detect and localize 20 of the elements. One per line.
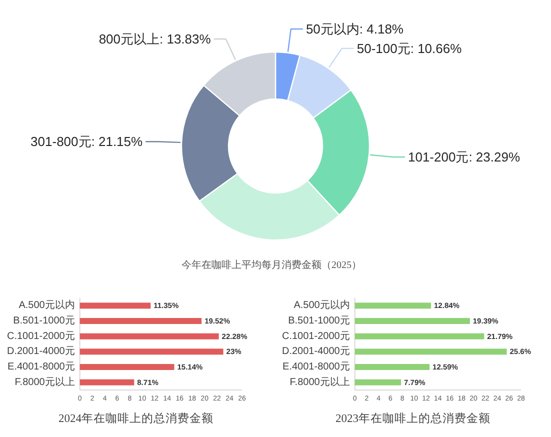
y-tick-label: E.4001-8000元: [282, 362, 350, 372]
title: 2023年在咖啡上的总消费金额: [336, 413, 490, 425]
slice-label: 101-200元: 23.29%: [408, 149, 520, 164]
y-tick-label: D.2001-4000元: [282, 346, 350, 358]
slice-label: 50-100元: 10.66%: [356, 40, 462, 56]
y-tick-label: C.1001-2000元: [7, 330, 75, 342]
slice-label: 800元以上: 13.83%: [98, 31, 212, 46]
y-tick-label: D.2001-4000元: [7, 346, 75, 358]
y-tick-label: B.501-1000元: [13, 316, 75, 326]
y-tick-label: F.8000元以上: [290, 376, 350, 388]
y-tick-label: C.1001-2000元: [282, 330, 350, 342]
y-tick-label: A.500元以内: [294, 299, 350, 312]
y-tick-label: E.4001-8000元: [8, 362, 75, 372]
y-tick-label: B.501-1000元: [288, 316, 350, 326]
slice-label: 301-800元: 21.15%: [30, 134, 144, 150]
title: 今年在咖啡上平均每月消费金额（2025）: [182, 260, 362, 271]
y-tick-label: F.8000元以上: [14, 376, 75, 388]
slice-label: 50元以内: 4.18%: [306, 22, 404, 37]
y-tick-label: A.500元以内: [18, 299, 75, 312]
title: 2024年在咖啡上的总消费金额: [58, 413, 214, 425]
